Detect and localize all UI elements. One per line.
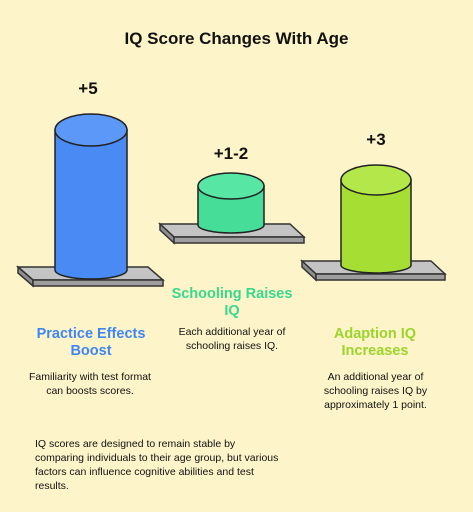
heading-practice: Practice Effects Boost [36, 326, 146, 359]
cylinder-schooling [197, 172, 265, 234]
footnote: IQ scores are designed to remain stable … [35, 438, 279, 492]
value-label-adaption: +3 [366, 130, 386, 149]
platform-schooling [158, 222, 306, 245]
cylinder-adaption [340, 164, 412, 274]
value-label-practice: +5 [78, 79, 98, 98]
description-schooling: Each additional year of schooling raises… [178, 326, 286, 352]
value-label-schooling: +1-2 [213, 144, 249, 163]
heading-adaption: Adaption IQ Increases [333, 326, 417, 359]
heading-schooling: Schooling Raises IQ [171, 286, 293, 319]
cylinder-practice [54, 113, 128, 280]
description-adaption: An additional year of schooling raises I… [323, 371, 428, 411]
description-practice: Familiarity with test format can boosts … [29, 371, 151, 397]
page-title: IQ Score Changes With Age [124, 29, 349, 48]
